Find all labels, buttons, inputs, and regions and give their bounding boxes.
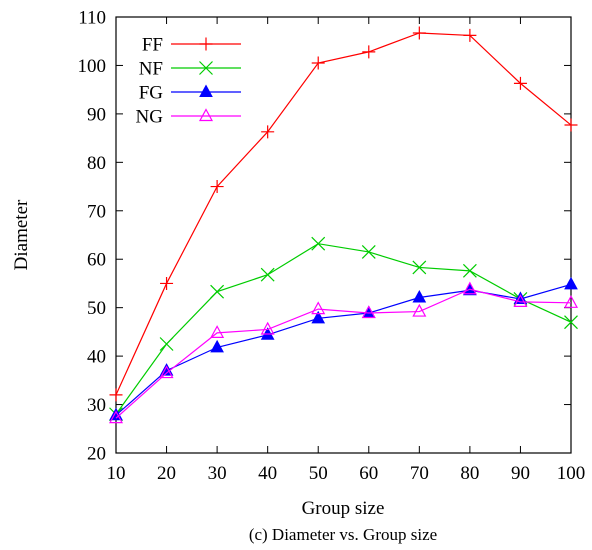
data-point-ng xyxy=(513,294,528,307)
y-tick-label: 110 xyxy=(78,8,106,29)
data-point-ff xyxy=(311,56,325,70)
plot-frame xyxy=(115,16,572,454)
data-point-fg xyxy=(311,310,326,324)
data-point-nf xyxy=(462,263,477,278)
data-point-fg xyxy=(210,339,224,353)
data-point-ff xyxy=(210,180,224,194)
series-line-nf xyxy=(115,243,572,415)
legend-label-ng: NG xyxy=(136,107,164,128)
legend-label-ff: FF xyxy=(142,35,163,56)
data-point-ff xyxy=(160,276,174,290)
series-line-ng xyxy=(115,288,572,419)
data-point-fg xyxy=(564,276,578,290)
y-tick-label: 80 xyxy=(87,153,106,174)
series-line-ff xyxy=(115,32,572,396)
data-point-ng xyxy=(563,295,579,308)
legend-marker-nf xyxy=(199,61,213,75)
y-axis-title: Diameter xyxy=(11,199,32,270)
data-point-ff xyxy=(564,118,578,132)
data-point-nf xyxy=(361,245,376,259)
data-point-nf xyxy=(210,284,225,299)
y-tick-label: 70 xyxy=(87,201,106,222)
x-axis-title: Group size xyxy=(302,498,385,519)
data-point-ng xyxy=(462,281,477,295)
legend-label-nf: NF xyxy=(139,59,163,80)
x-tick-label: 30 xyxy=(208,463,227,484)
y-tick-label: 30 xyxy=(87,395,106,416)
data-point-nf xyxy=(311,236,326,251)
data-point-ng xyxy=(412,303,427,317)
legend-marker-fg xyxy=(199,84,213,97)
data-point-nf xyxy=(564,315,578,330)
data-point-ff xyxy=(109,388,123,402)
series-line-fg xyxy=(115,283,572,416)
x-tick-label: 70 xyxy=(410,463,429,484)
data-point-ng xyxy=(311,301,326,315)
data-point-ng xyxy=(210,325,225,338)
data-point-ng xyxy=(159,365,174,379)
y-tick-label: 100 xyxy=(78,56,107,77)
y-tick-label: 60 xyxy=(87,250,106,271)
data-point-ff xyxy=(362,45,376,59)
data-point-fg xyxy=(412,289,427,303)
series-layer xyxy=(108,26,579,424)
data-point-nf xyxy=(260,267,275,282)
x-tick-label: 90 xyxy=(511,463,530,484)
data-point-nf xyxy=(159,337,174,351)
x-tick-label: 10 xyxy=(107,463,126,484)
data-point-ng xyxy=(361,305,376,319)
y-tick-label: 40 xyxy=(87,347,106,368)
figure-caption: (c) Diameter vs. Group size xyxy=(249,525,437,544)
data-point-ff xyxy=(412,26,426,40)
legend: FF NF FG NG xyxy=(136,35,241,128)
x-tick-label: 60 xyxy=(359,463,378,484)
data-point-ng xyxy=(260,321,275,335)
legend-marker-ng xyxy=(198,108,214,122)
y-tick-label: 90 xyxy=(87,104,106,125)
data-point-ng xyxy=(108,410,124,424)
data-point-nf xyxy=(412,260,427,275)
x-tick-label: 50 xyxy=(309,463,328,484)
data-point-ff xyxy=(261,125,275,139)
x-tick-label: 20 xyxy=(157,463,176,484)
x-tick-label: 100 xyxy=(557,463,586,484)
x-tick-label: 40 xyxy=(258,463,277,484)
y-tick-label: 20 xyxy=(87,444,106,465)
data-point-ff xyxy=(463,28,477,42)
legend-marker-ff xyxy=(199,37,213,51)
x-tick-label: 80 xyxy=(460,463,479,484)
axis-ticks: 10 20 30 40 50 60 70 80 90 1002030405060708090100… xyxy=(78,8,586,485)
data-point-ff xyxy=(513,76,527,90)
legend-label-fg: FG xyxy=(139,83,164,104)
y-tick-label: 50 xyxy=(87,298,106,319)
